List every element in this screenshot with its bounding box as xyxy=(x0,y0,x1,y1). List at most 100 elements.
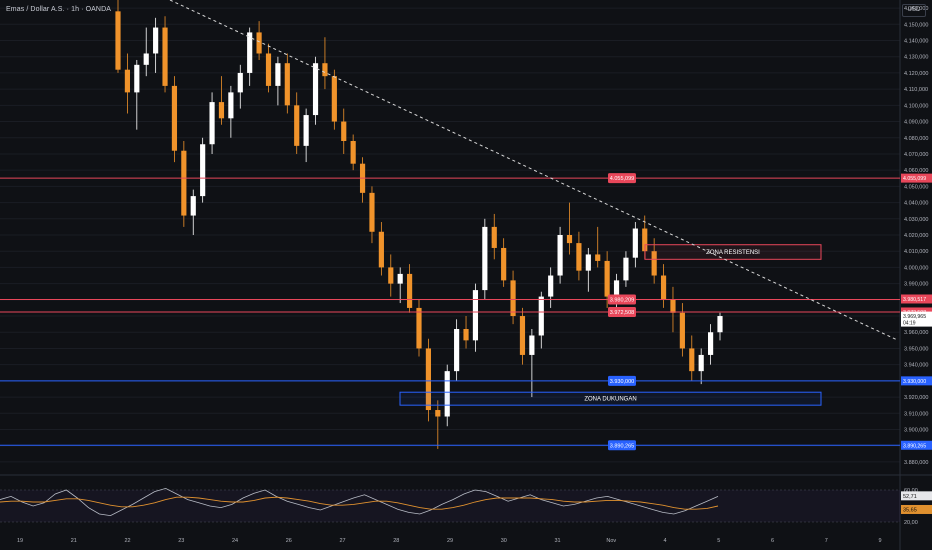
candle-body xyxy=(275,63,281,86)
price-axis-bg xyxy=(900,0,932,550)
currency-badge[interactable]: USD xyxy=(902,4,926,17)
zone-label: ZONA RESISTENSI xyxy=(706,250,760,256)
price-tick-label: 4.010,000 xyxy=(904,249,928,255)
candle-body xyxy=(284,63,290,106)
candle-body xyxy=(181,150,187,216)
level-label: 4.055,099 xyxy=(610,176,634,182)
price-tick-label: 3.880,000 xyxy=(904,460,928,466)
candle-body xyxy=(679,312,685,349)
rsi-band xyxy=(0,490,900,522)
price-tick-label: 4.100,000 xyxy=(904,103,928,109)
level-label-bg xyxy=(608,440,636,451)
candle-body xyxy=(190,196,196,216)
zone-label: ZONA DUKUNGAN xyxy=(584,397,636,403)
candle-body xyxy=(218,102,225,119)
price-tick-label: 4.040,000 xyxy=(904,201,928,207)
time-tick-label: 31 xyxy=(554,538,560,544)
candle-body xyxy=(501,247,507,281)
candle-body xyxy=(341,121,347,141)
time-tick-label: 5 xyxy=(717,538,720,544)
candle-body xyxy=(651,251,657,276)
level-label-bg xyxy=(608,375,636,386)
candle-body xyxy=(623,257,629,281)
time-tick-label: 9 xyxy=(878,538,881,544)
candle-body xyxy=(529,335,535,355)
price-tick-label: 4.110,000 xyxy=(904,87,928,93)
rsi-value-badge xyxy=(901,491,932,501)
axis-countdown-text: 04:19 xyxy=(903,321,916,327)
level-label-bg xyxy=(608,294,636,305)
candle-body xyxy=(294,105,300,146)
axis-price-badge xyxy=(901,440,932,450)
candle-body xyxy=(660,275,667,300)
candle-body xyxy=(632,228,638,258)
axis-price-badge xyxy=(901,311,932,327)
candle-body xyxy=(472,290,479,341)
candle-body xyxy=(435,410,441,417)
axis-price-badge-text: 3.890,265 xyxy=(903,443,926,449)
candle-body xyxy=(171,85,178,151)
candle-body xyxy=(378,231,384,268)
axis-price-badge-text: 3.930,000 xyxy=(903,379,926,385)
time-tick-label: 24 xyxy=(232,538,238,544)
candle-body xyxy=(115,11,121,70)
candle-body xyxy=(491,226,497,248)
candle-body xyxy=(538,296,544,336)
rsi-tick-label: 20,00 xyxy=(904,520,918,526)
time-tick-label: 26 xyxy=(286,538,292,544)
price-tick-label: 4.080,000 xyxy=(904,136,928,142)
axis-price-badge-text: 3.980,517 xyxy=(903,297,926,303)
candle-body xyxy=(482,226,488,291)
candle-body xyxy=(444,371,450,417)
time-tick-label: 7 xyxy=(825,538,828,544)
candle-body xyxy=(388,267,394,284)
price-tick-label: 4.050,000 xyxy=(904,184,928,190)
candle-body xyxy=(670,299,676,313)
candle-body xyxy=(143,53,149,65)
candle-body xyxy=(265,53,272,86)
time-tick-label: 28 xyxy=(393,538,399,544)
candle-body xyxy=(416,307,422,349)
level-label-bg xyxy=(608,306,636,317)
zone-box xyxy=(644,244,822,260)
candle-body xyxy=(312,63,319,116)
candle-body xyxy=(322,63,328,77)
price-tick-label: 3.940,000 xyxy=(904,363,928,369)
rsi-ma-line xyxy=(0,496,719,510)
price-tick-label: 4.160,000 xyxy=(904,6,928,12)
axis-price-badge-text: 3.969,965 xyxy=(903,314,926,320)
candle-body xyxy=(585,254,591,271)
candle-body xyxy=(557,235,563,276)
candle-body xyxy=(717,316,723,333)
candle-body xyxy=(613,280,620,297)
time-tick-label: 4 xyxy=(663,538,666,544)
candle-body xyxy=(708,332,714,355)
time-tick-label: 21 xyxy=(71,538,77,544)
axis-price-badge-text: 4.055,099 xyxy=(903,176,926,182)
candle-body xyxy=(228,92,234,119)
candle-body xyxy=(256,32,262,54)
price-tick-label: 4.000,000 xyxy=(904,265,928,271)
price-tick-label: 4.030,000 xyxy=(904,217,928,223)
time-tick-label: 19 xyxy=(17,538,23,544)
candle-body xyxy=(369,192,375,232)
price-tick-label: 3.960,000 xyxy=(904,330,928,336)
time-tick-label: 27 xyxy=(339,538,345,544)
candle-body xyxy=(595,254,601,261)
trendline xyxy=(169,0,899,341)
axis-price-badge xyxy=(901,294,932,304)
rsi-ma-badge xyxy=(901,504,932,514)
time-tick-label: Nov xyxy=(606,538,616,544)
candle-body xyxy=(200,144,206,197)
candle-body xyxy=(548,275,554,297)
candle-body xyxy=(209,102,215,145)
zone-box xyxy=(399,391,822,406)
price-tick-label: 4.140,000 xyxy=(904,39,928,45)
candle-body xyxy=(454,329,460,372)
candle-body xyxy=(463,329,469,341)
level-label: 3.930,000 xyxy=(610,379,634,385)
candle-body xyxy=(519,316,526,355)
time-tick-label: 29 xyxy=(447,538,453,544)
